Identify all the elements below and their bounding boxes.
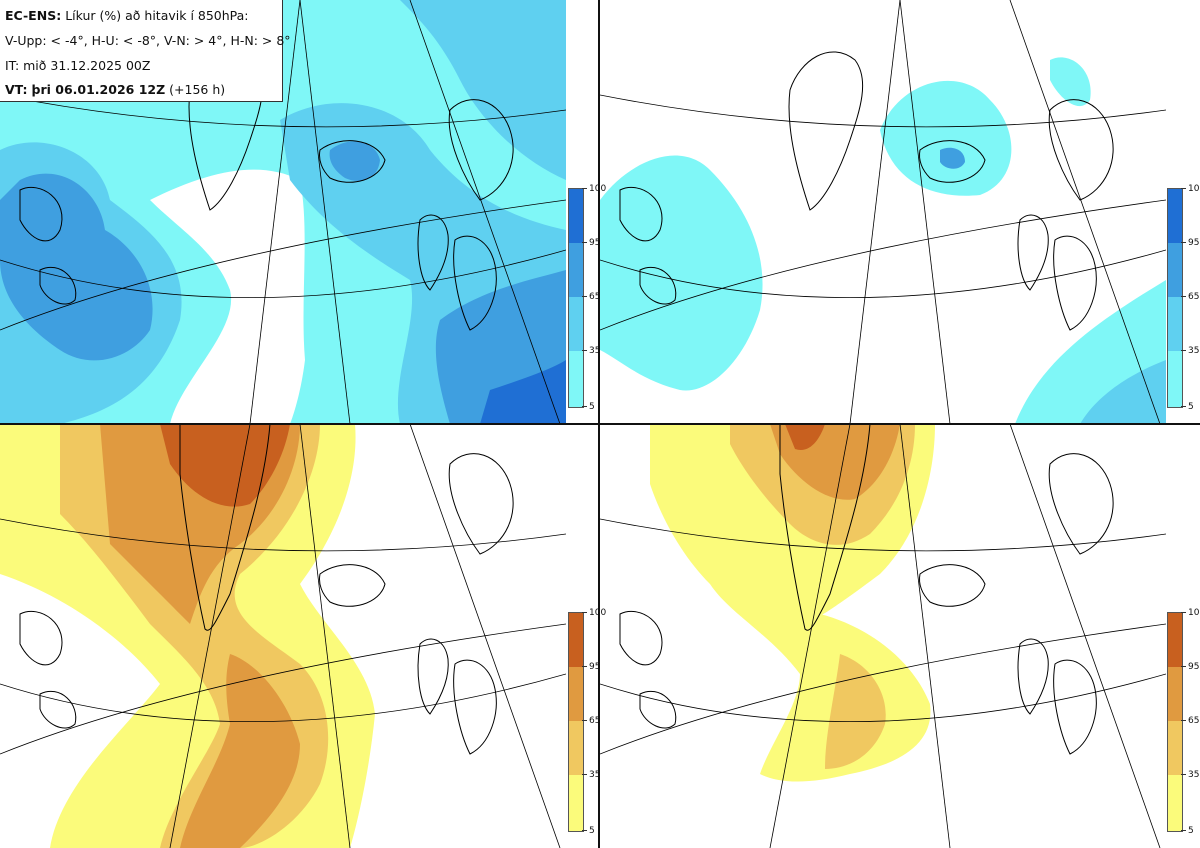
map-panel-warm-plus4 [0,424,566,848]
legend-tick: 65 [1181,716,1199,726]
no-signal-area [150,169,305,424]
prob-5-35-area [600,155,763,391]
prob-65-95-area [940,147,965,169]
coastlines [619,424,1114,755]
prob-95-100-area [785,424,825,450]
legend-tick: 65 [582,292,600,302]
probability-map [600,0,1166,424]
graticule [600,0,1166,424]
legend-tick: 100 [1181,608,1200,618]
coastlines [619,51,1114,331]
legend-tick: 5 [582,402,595,412]
legend-tick: 95 [582,238,600,248]
valid-time-prefix: VT: [5,82,28,97]
map-title: Líkur (%) að hitavik í 850hPa: [65,8,249,23]
legend-tick: 5 [582,826,595,836]
legend-warm-bottom-right: 100 95 65 35 5 [1167,608,1200,836]
graticule [600,424,1166,848]
legend-cold-top-right: 100 95 65 35 5 [1167,184,1200,412]
panel-divider-horizontal [0,423,1200,425]
map-panel-cold-minus8 [600,0,1166,424]
prob-95-100-area [160,424,290,507]
map-panel-cold-minus4 [0,0,566,424]
legend-tick: 35 [582,346,600,356]
graticule [0,424,566,848]
legend-tick: 95 [1181,662,1199,672]
prob-35-65-area [400,0,566,180]
initial-time: IT: mið 31.12.2025 00Z [5,58,151,73]
lead-time: (+156 h) [169,82,226,97]
legend-warm-bottom-left: 100 95 65 35 5 [568,608,606,836]
prob-65-95-area [329,141,380,181]
prob-65-95-area [180,654,300,848]
legend-tick: 100 [582,608,606,618]
probability-map [600,424,1166,848]
probability-map [0,424,566,848]
prob-5-35-area [880,80,1012,196]
legend-tick: 5 [1181,402,1194,412]
prob-35-65-area [825,654,886,769]
title-line: EC-ENS: Líkur (%) að hitavik í 850hPa: [5,8,249,23]
map-panel-warm-plus8 [600,424,1166,848]
valid-time-line: VT: þri 06.01.2026 12Z (+156 h) [5,82,225,97]
graticule [0,0,566,424]
legend-tick: 35 [1181,346,1199,356]
prob-35-65-area [1080,360,1166,424]
legend-cold-top-left: 100 95 65 35 5 [568,184,606,412]
legend-tick: 65 [1181,292,1199,302]
legend-tick: 65 [582,716,600,726]
legend-tick: 5 [1181,826,1194,836]
legend-tick: 100 [582,184,606,194]
prob-95-100-area [480,360,566,424]
thresholds-text: V-Upp: < -4°, H-U: < -8°, V-N: > 4°, H-N… [5,33,291,48]
coastlines [19,424,514,755]
legend-tick: 35 [582,770,600,780]
model-name: EC-ENS: [5,8,62,23]
valid-time: þri 06.01.2026 12Z [31,82,166,97]
legend-tick: 35 [1181,770,1199,780]
prob-5-35-area [1050,57,1091,107]
map-info-box: EC-ENS: Líkur (%) að hitavik í 850hPa: V… [0,0,291,102]
prob-65-95-area [0,173,153,361]
legend-tick: 95 [582,662,600,672]
legend-tick: 100 [1181,184,1200,194]
legend-tick: 95 [1181,238,1199,248]
